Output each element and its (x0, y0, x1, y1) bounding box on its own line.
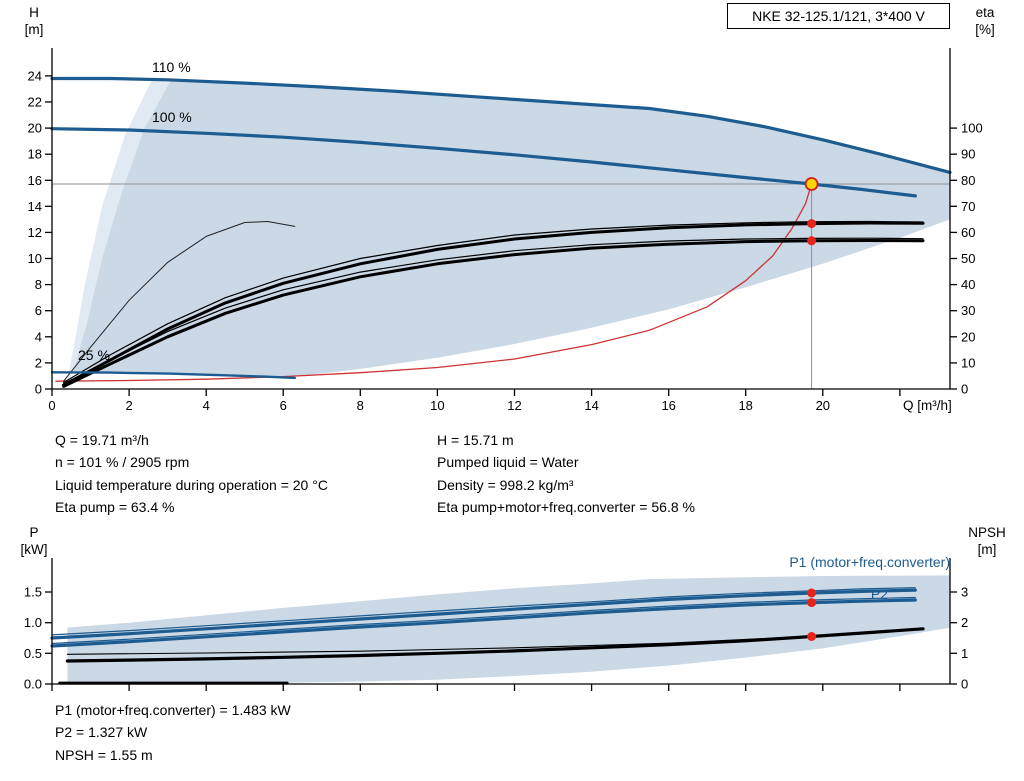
p-axis-unit: [kW] (20, 542, 48, 557)
y-left-tick-label: 1.5 (24, 585, 42, 600)
speed-curve-110 (50, 76, 952, 174)
h-axis-letter: H (29, 5, 39, 20)
speed-curve-25 (50, 371, 296, 380)
p-axis-title: P [kW] (14, 524, 54, 558)
x-tick-label: 10 (430, 398, 444, 413)
axes (45, 48, 957, 396)
y-right-tick-label: 1 (961, 646, 968, 661)
y-left-tick-label: 0.0 (24, 677, 42, 692)
x-tick-label: 12 (507, 398, 521, 413)
x-tick-label: 16 (661, 398, 675, 413)
y-right-tick-label: 30 (961, 303, 975, 318)
operating-envelope-light (65, 79, 172, 388)
eta-total (62, 239, 925, 388)
y-left-tick-label: 0.5 (24, 646, 42, 661)
duty-info-right: H = 15.71 m Pumped liquid = Water Densit… (437, 429, 695, 519)
x-tick-label: 14 (584, 398, 598, 413)
eta-pump-thin (63, 220, 924, 384)
y-left-tick-label: 22 (28, 95, 42, 110)
power-info: P1 (motor+freq.converter) = 1.483 kW P2 … (55, 699, 291, 766)
x-tick-label: 4 (203, 398, 210, 413)
y-left-tick-label: 14 (28, 199, 42, 214)
power-npsh-chart: 0.0 0.5 1.0 1.5 0 1 2 3 P1 (motor+freq.converter… (24, 554, 968, 692)
y-right-tick-label: 20 (961, 329, 975, 344)
y-right-tick-label: 100 (961, 121, 983, 136)
y-left-tick-label: 4 (35, 329, 42, 344)
p-axis-letter: P (29, 525, 39, 540)
info-line-temperature: Liquid temperature during operation = 20… (55, 476, 328, 493)
curve-label: 110 % (152, 59, 191, 75)
duty-info-left: Q = 19.71 m³/h n = 101 % / 2905 rpm Liqu… (55, 429, 328, 519)
x-tick-label: 18 (738, 398, 752, 413)
y-right-tick-label: 2 (961, 615, 968, 630)
p2-point (807, 598, 817, 608)
info-line-p1: P1 (motor+freq.converter) = 1.483 kW (55, 702, 291, 718)
y-right-tick-label: 80 (961, 173, 975, 188)
curve-label: 100 % (152, 109, 192, 125)
x-tick-label: 6 (280, 398, 287, 413)
curve-label: P1 (motor+freq.converter) (789, 554, 950, 570)
h-axis-unit: [m] (24, 22, 44, 37)
npsh-axis-title: NPSH [m] (960, 524, 1014, 558)
eta-arc-reduced-speed (63, 221, 296, 382)
info-line-h: H = 15.71 m (437, 432, 514, 448)
y-left-tick-label: 1.0 (24, 615, 42, 630)
y-right-tick-label: 10 (961, 355, 975, 370)
y-left-tick-label: 8 (35, 277, 42, 292)
y-left-tick-label: 10 (28, 251, 42, 266)
y-left-tick-label: 12 (28, 225, 42, 240)
x-tick-label: 0 (48, 398, 55, 413)
y-right-tick-label: 90 (961, 147, 975, 162)
info-line-eta-total: Eta pump+motor+freq.converter = 56.8 % (437, 499, 695, 516)
info-line-speed: n = 101 % / 2905 rpm (55, 454, 190, 471)
y-right-tick-label: 60 (961, 225, 975, 240)
info-line-npsh: NPSH = 1.55 m (55, 746, 153, 763)
operating-envelope (73, 79, 950, 377)
y-right-tick-label: 3 (961, 585, 968, 600)
info-line-q: Q = 19.71 m³/h (55, 432, 149, 448)
h-axis-title: H [m] (16, 4, 52, 38)
eta-axis-unit: [%] (975, 22, 995, 37)
y-left-tick-label: 18 (28, 147, 42, 162)
axes (45, 558, 957, 691)
eta-axis-letter: eta (975, 5, 995, 20)
npsh-axis-unit: [m] (977, 542, 997, 557)
info-line-p2: P2 = 1.327 kW (55, 724, 148, 741)
y-left-tick-label: 2 (35, 355, 42, 370)
curve-label: 25 % (78, 347, 110, 363)
p1-point (807, 588, 817, 598)
y-left-tick-label: 24 (28, 68, 42, 83)
y-left-tick-label: 20 (28, 121, 42, 136)
system-curve (55, 183, 813, 382)
info-line-eta-pump: Eta pump = 63.4 % (55, 499, 175, 516)
eta-axis-title: eta [%] (964, 4, 1006, 38)
eta-total-thin (63, 237, 924, 385)
qh-eta-chart: 0246810121416182022240102030405060708090… (28, 48, 983, 413)
y-right-tick-label: 50 (961, 251, 975, 266)
pump-model-title: NKE 32-125.1/121, 3*400 V (727, 3, 950, 29)
info-line-liquid: Pumped liquid = Water (437, 454, 579, 471)
y-right-tick-label: 70 (961, 199, 975, 214)
npsh-point (807, 632, 817, 641)
duty-point[interactable] (804, 177, 819, 191)
npsh-axis-letter: NPSH (968, 525, 1006, 540)
y-right-tick-label: 0 (961, 677, 968, 692)
y-left-tick-label: 16 (28, 173, 42, 188)
y-left-tick-label: 0 (35, 382, 42, 397)
x-tick-label: 20 (816, 398, 830, 413)
eta-total-point (807, 236, 817, 246)
y-left-tick-label: 6 (35, 303, 42, 318)
eta-pump (62, 221, 925, 387)
eta-pump-point (807, 219, 817, 229)
info-line-density: Density = 998.2 kg/m³ (437, 476, 574, 493)
curve-label: P2 (871, 586, 888, 602)
x-tick-label: 2 (125, 398, 132, 413)
x-tick-label: 8 (357, 398, 364, 413)
y-right-tick-label: 0 (961, 382, 968, 397)
y-right-tick-label: 40 (961, 277, 975, 292)
x-axis-unit-label: Q [m³/h] (903, 398, 952, 413)
